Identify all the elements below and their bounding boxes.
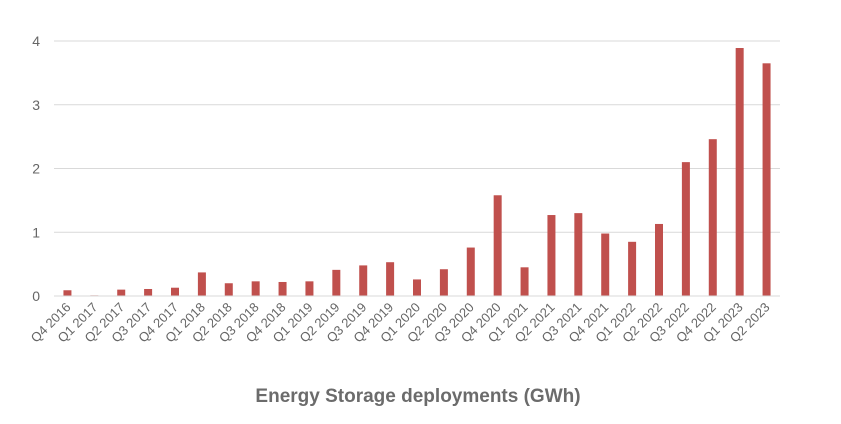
bar <box>117 289 126 297</box>
bar <box>305 281 314 296</box>
bar <box>171 287 179 296</box>
bar <box>359 265 368 296</box>
bar <box>224 283 233 296</box>
bar <box>63 290 72 296</box>
bar <box>493 195 502 296</box>
bar <box>520 267 529 296</box>
bar <box>439 269 448 296</box>
bar <box>251 281 260 296</box>
bar <box>197 272 206 296</box>
grid-lines <box>54 40 780 233</box>
bar <box>708 139 717 296</box>
bar <box>735 48 744 297</box>
bar <box>547 215 556 296</box>
bar <box>681 162 690 297</box>
bar <box>574 213 583 297</box>
y-tick-label: 2 <box>32 161 40 177</box>
chart-title: Energy Storage deployments (GWh) <box>255 386 580 407</box>
bar <box>144 288 153 296</box>
bar <box>762 63 771 297</box>
y-axis-tick-labels: 0 1 2 3 4 <box>32 33 40 304</box>
bar <box>466 247 475 296</box>
bar <box>386 262 395 296</box>
y-tick-label: 1 <box>32 224 40 240</box>
bar <box>278 281 287 296</box>
bar <box>601 233 610 296</box>
y-tick-label: 0 <box>32 288 40 304</box>
y-tick-label: 3 <box>32 97 40 113</box>
bar <box>332 269 341 296</box>
y-tick-label: 4 <box>32 33 40 49</box>
bar <box>628 241 637 296</box>
bars <box>63 48 771 297</box>
bar <box>413 279 421 296</box>
bar <box>655 223 663 296</box>
